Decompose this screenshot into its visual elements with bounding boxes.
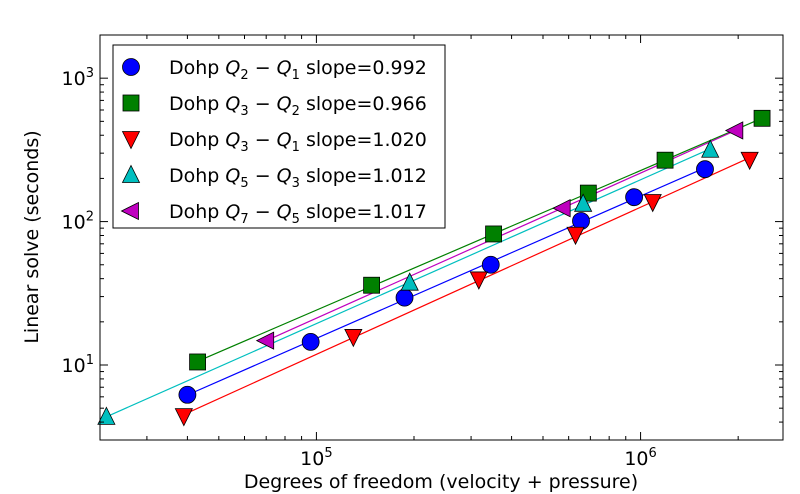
y-tick-label: 101: [62, 353, 94, 377]
data-point-series-3: [344, 329, 363, 348]
data-point-series-1: [625, 188, 643, 207]
data-point-series-1: [696, 160, 714, 179]
data-point-series-4: [400, 272, 419, 291]
y-tick-label: 102: [62, 210, 94, 234]
data-point-series-1: [301, 332, 320, 351]
legend-marker-1: [122, 58, 140, 76]
x-axis-ticks: 105 106: [146, 35, 739, 470]
legend: Dohp Q2 − Q1 slope=0.992 Dohp Q3 − Q2 slo…: [112, 44, 446, 229]
data-point-series-1: [178, 385, 197, 404]
x-axis-label: Degrees of freedom (velocity + pressure): [244, 471, 638, 493]
data-point-series-5: [552, 199, 571, 218]
legend-box: [112, 44, 446, 229]
y-tick-label: 103: [62, 66, 94, 90]
legend-marker-5: [120, 201, 139, 221]
data-point-series-4: [97, 406, 116, 425]
data-point-series-2: [363, 276, 381, 294]
legend-entry-3: Dohp Q3 − Q1 slope=1.020: [169, 129, 427, 155]
data-point-series-3: [643, 194, 662, 213]
plot-area-frame: [99, 34, 784, 441]
data-points: [97, 109, 771, 427]
legend-entry-5: Dohp Q7 − Q5 slope=1.017: [169, 201, 427, 227]
legend-entry-1: Dohp Q2 − Q1 slope=0.992: [169, 57, 427, 83]
legend-marker-2: [122, 94, 140, 112]
data-point-series-1: [481, 255, 500, 274]
data-point-series-3: [174, 408, 193, 427]
x-tick-label: 105: [300, 446, 332, 470]
data-point-series-2: [753, 109, 771, 127]
y-axis-ticks: 101 102 103: [62, 34, 783, 441]
data-point-series-4: [573, 193, 593, 212]
y-axis-label: Linear solve (seconds): [21, 130, 43, 343]
fit-line-series-1: [187, 167, 706, 396]
data-point-series-3: [566, 226, 585, 246]
data-point-series-1: [395, 288, 414, 307]
data-point-series-2: [189, 353, 206, 371]
data-point-series-3: [469, 271, 488, 290]
legend-marker-3: [121, 131, 141, 150]
data-point-series-2: [485, 225, 502, 243]
x-tick-label: 106: [624, 446, 656, 470]
legend-entry-4: Dohp Q5 − Q3 slope=1.012: [169, 165, 427, 191]
data-point-series-5: [255, 331, 275, 350]
data-point-series-3: [740, 151, 759, 171]
legend-entry-2: Dohp Q3 − Q2 slope=0.966: [169, 93, 427, 119]
data-point-series-4: [701, 139, 720, 158]
data-point-series-5: [724, 121, 744, 140]
data-point-series-2: [656, 151, 674, 169]
legend-marker-4: [121, 164, 141, 183]
